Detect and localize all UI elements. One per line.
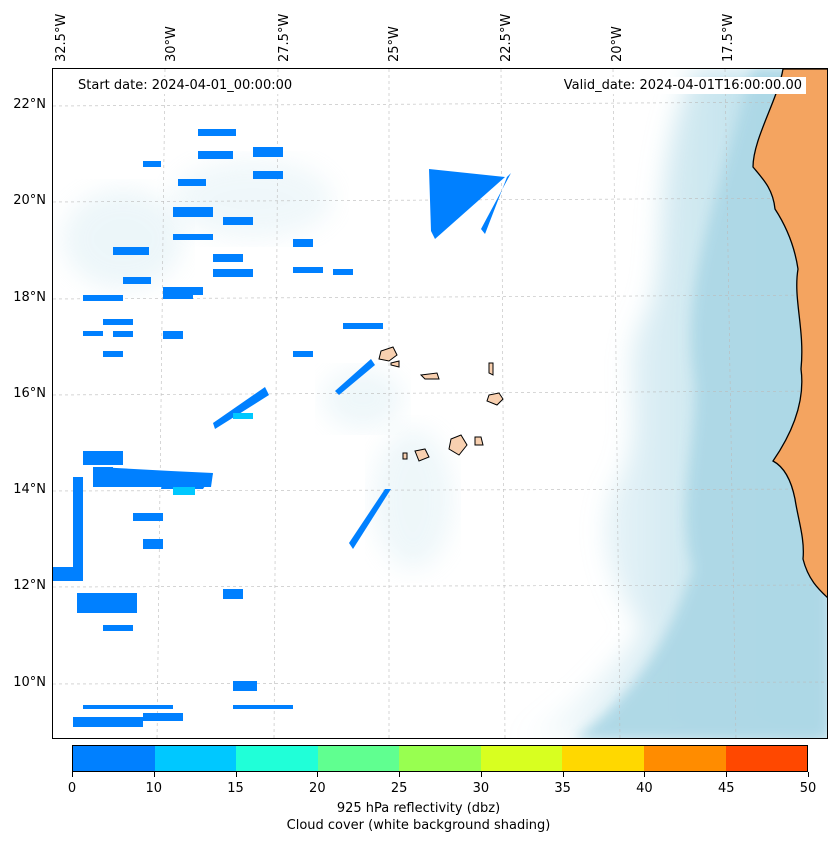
colorbar-tick-label: 20: [309, 781, 326, 796]
lon-label-25w: 25°W: [387, 26, 402, 62]
lon-label-27-5w: 27.5°W: [277, 13, 292, 62]
colorbar-tick-label: 35: [554, 781, 571, 796]
colorbar-tick: [562, 772, 564, 777]
colorbar-bin: [236, 746, 318, 771]
lat-label-16n: 16°N: [13, 386, 46, 401]
lat-label-10n: 10°N: [13, 675, 46, 690]
lon-label-17-5w: 17.5°W: [721, 13, 736, 62]
colorbar-label: 925 hPa reflectivity (dbz): [336, 801, 501, 816]
map-canvas: [53, 69, 827, 738]
map-panel: [52, 68, 828, 739]
colorbar-tick-label: 15: [227, 781, 244, 796]
colorbar-bin: [725, 746, 808, 771]
colorbar-tick-label: 30: [472, 781, 490, 796]
lon-label-30w: 30°W: [164, 26, 179, 62]
lon-label-22-5w: 22.5°W: [499, 13, 514, 62]
lat-label-22n: 22°N: [13, 97, 46, 112]
lon-label-20w: 20°W: [610, 26, 625, 62]
colorbar-tick-label: 50: [799, 781, 817, 796]
africa-landmass: [752, 69, 827, 599]
colorbar-bin: [562, 746, 644, 771]
colorbar-tick: [72, 772, 73, 777]
colorbar-tick: [317, 772, 319, 777]
colorbar-bin: [73, 746, 155, 771]
lat-label-20n: 20°N: [13, 193, 46, 208]
lat-label-12n: 12°N: [13, 578, 46, 593]
colorbar-tick: [235, 772, 237, 777]
colorbar-tick-label: 25: [390, 781, 408, 796]
colorbar: [72, 745, 808, 772]
colorbar-bin: [399, 746, 481, 771]
colorbar-bin: [643, 746, 726, 771]
colorbar-tick-label: 40: [636, 781, 653, 796]
colorbar-tick: [480, 772, 482, 777]
valid-date-label: Valid_date: 2024-04-01T16:00:00.00: [559, 77, 806, 94]
colorbar-tick: [726, 772, 728, 777]
reflectivity-cores: [173, 413, 253, 495]
reflectivity-contours: [53, 129, 511, 727]
start-date-label: Start date: 2024-04-01_00:00:00: [74, 77, 297, 94]
colorbar-tick-label: 0: [67, 781, 77, 796]
colorbar-tick: [644, 772, 646, 777]
colorbar-tick-label: 10: [145, 781, 163, 796]
colorbar-tick-label: 45: [717, 781, 735, 796]
cape-verde-islands: [378, 346, 504, 462]
lon-label-32-5w: 32.5°W: [54, 13, 69, 62]
colorbar-tick: [399, 772, 401, 777]
colorbar-bin: [480, 746, 563, 771]
colorbar-bin: [154, 746, 237, 771]
lat-label-18n: 18°N: [13, 290, 46, 305]
lat-label-14n: 14°N: [13, 482, 46, 497]
colorbar-sublabel: Cloud cover (white background shading): [286, 818, 551, 833]
colorbar-tick: [153, 772, 155, 777]
cloud-cover-shading: [63, 69, 827, 738]
colorbar-tick: [808, 772, 809, 777]
colorbar-bin: [317, 746, 400, 771]
graticule: [53, 69, 827, 738]
